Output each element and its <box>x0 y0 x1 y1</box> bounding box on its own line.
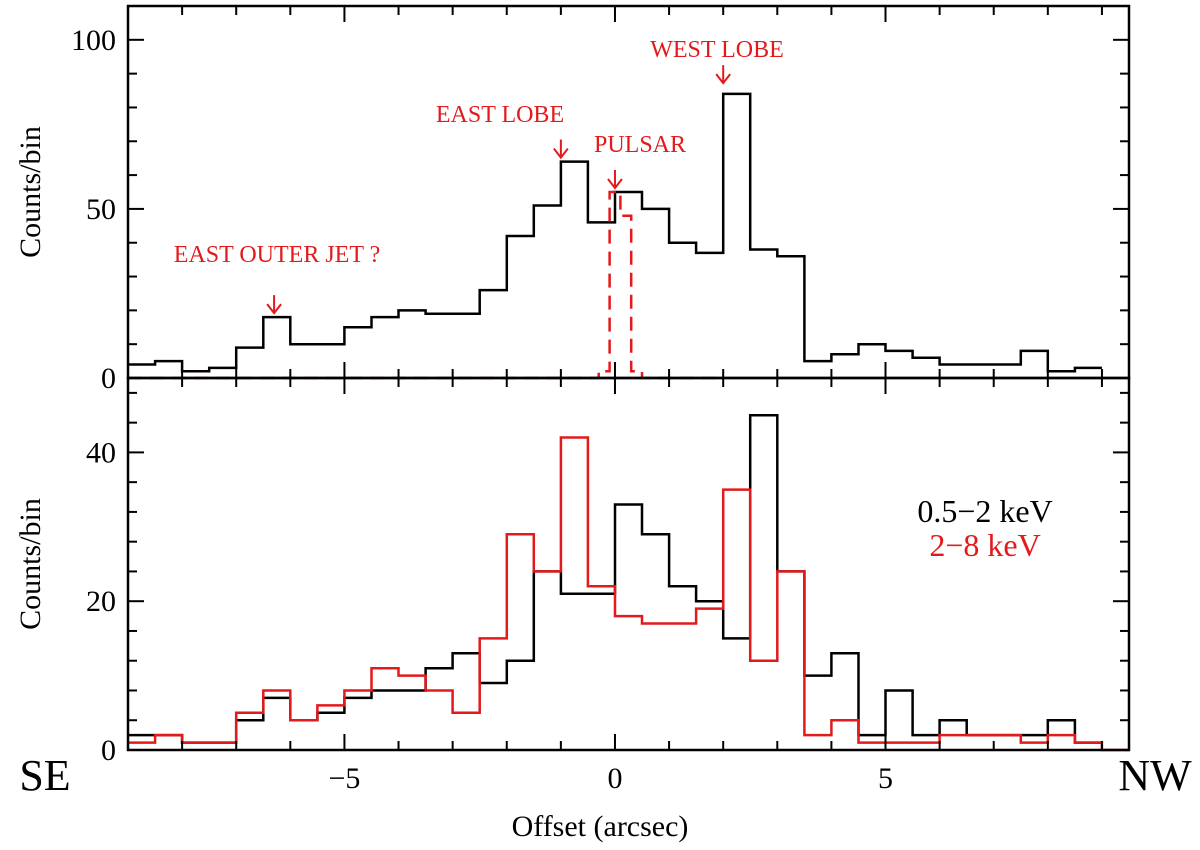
legend-entry-hard-band: 2−8 keV <box>929 527 1040 563</box>
annotation-east-outer-jet: EAST OUTER JET ? <box>174 242 380 268</box>
y-tick-label: 40 <box>86 436 116 469</box>
top-panel-annotations: EAST OUTER JET ? EAST LOBE PULSAR WEST L… <box>174 37 784 315</box>
y-tick-label: 50 <box>86 193 116 226</box>
annotation-pulsar: PULSAR <box>594 132 686 158</box>
legend: 0.5−2 keV 2−8 keV <box>917 493 1052 563</box>
series-total-counts-line <box>128 92 1102 373</box>
bottom-panel-frame <box>126 376 1131 752</box>
annotation-arrow-head <box>553 147 569 160</box>
y-tick-label: 0 <box>101 734 116 767</box>
annotation-arrow-head <box>607 178 623 190</box>
y-tick-label: 20 <box>86 585 116 618</box>
series-2-8-kev-line <box>128 436 1129 752</box>
series-0-5-2-kev-line <box>128 413 1102 744</box>
annotation-arrow-head <box>715 73 731 85</box>
bottom-panel-ticks: 0 20 40 −5 0 5 <box>86 378 1129 795</box>
series-pulsar-model-line <box>128 190 724 380</box>
y-tick-label: 0 <box>101 362 116 395</box>
y-tick-label: 100 <box>71 24 116 57</box>
bottom-panel-series <box>128 413 1129 752</box>
direction-label-nw: NW <box>1118 751 1192 800</box>
annotation-arrows <box>266 65 731 315</box>
x-tick-label: 5 <box>878 762 893 795</box>
x-axis-label: Offset (arcsec) <box>512 810 689 843</box>
top-y-axis-label: Counts/bin <box>14 126 47 258</box>
annotation-east-lobe: EAST LOBE <box>436 102 564 128</box>
top-panel-ticks: 0 50 100 <box>71 5 1129 395</box>
legend-entry-soft-band: 0.5−2 keV <box>917 493 1052 529</box>
x-tick-label: −5 <box>328 762 360 795</box>
bottom-y-axis-label: Counts/bin <box>14 498 47 630</box>
top-panel: 0 50 100 Counts/bin EAST OUTER JET ? EAST … <box>14 4 1131 395</box>
x-tick-label: 0 <box>607 762 622 795</box>
direction-label-se: SE <box>19 751 70 800</box>
annotation-west-lobe: WEST LOBE <box>650 37 784 63</box>
annotation-arrow-head <box>266 303 282 315</box>
